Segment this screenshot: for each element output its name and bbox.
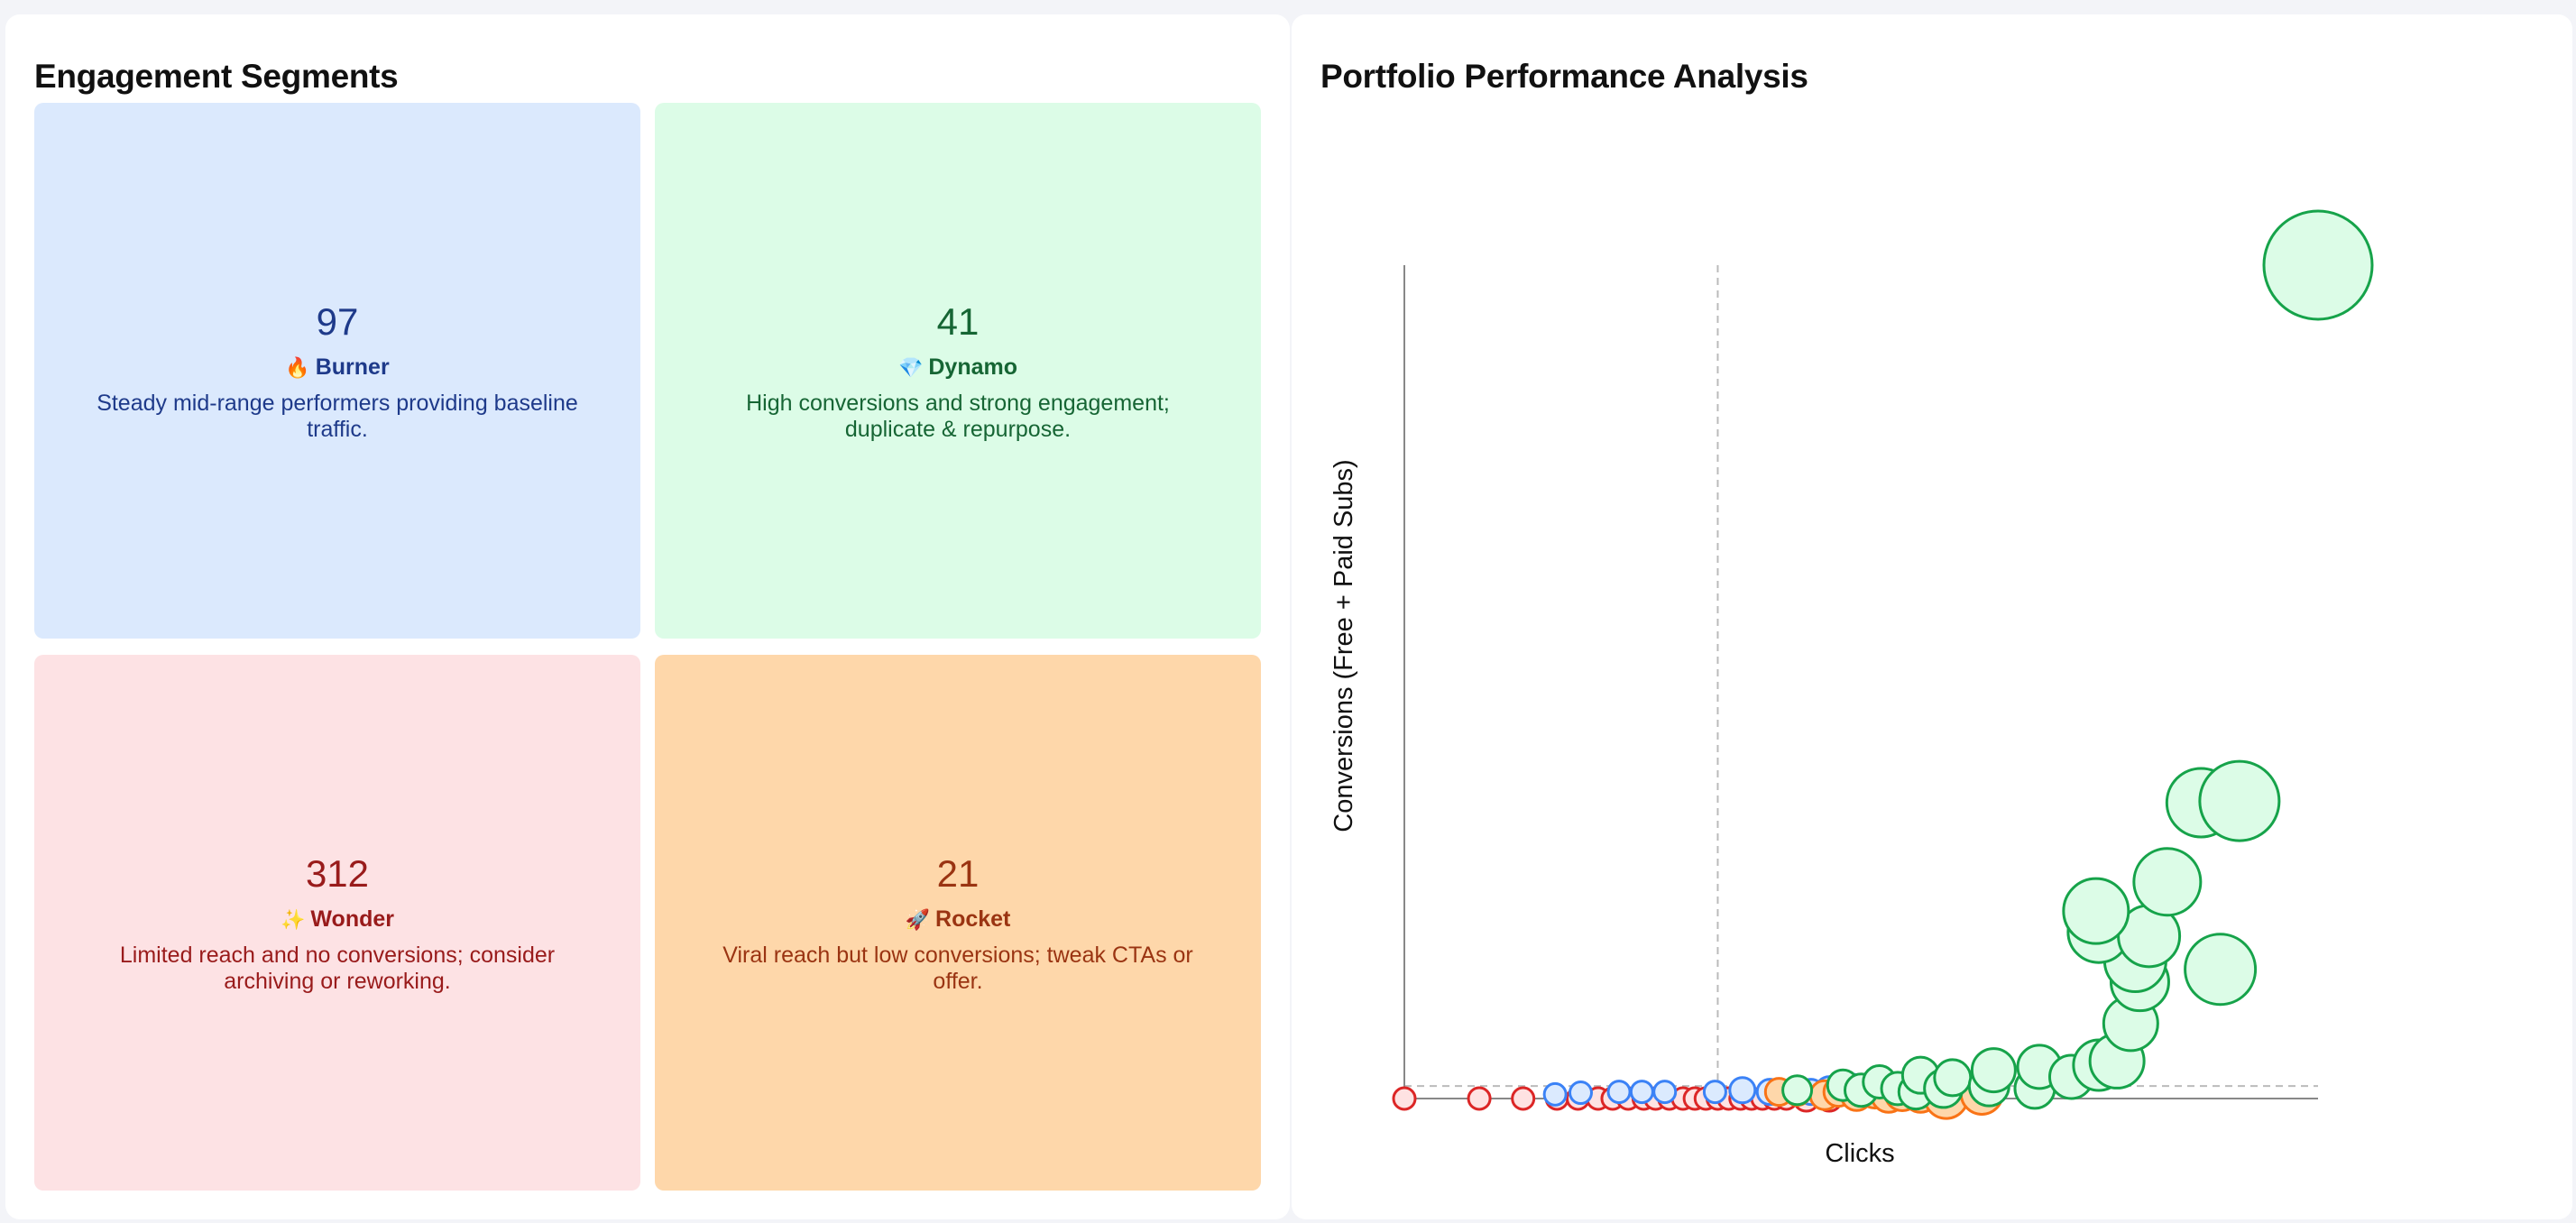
point-burner [1542, 1081, 1568, 1107]
point-wonder [1511, 1086, 1536, 1111]
point-dynamo [1933, 1058, 1973, 1098]
segment-name: Wonder [310, 906, 394, 932]
point-burner [1569, 1080, 1594, 1106]
segment-name: Dynamo [928, 354, 1018, 380]
point-burner [1629, 1080, 1654, 1105]
bubble-chart: Clicks Conversions (Free + Paid Subs) [1329, 209, 2374, 1168]
sparkles-icon: ✨ [281, 907, 306, 931]
point-burner [1702, 1080, 1727, 1105]
x-axis-title: Clicks [1825, 1139, 1894, 1168]
rocket-icon: 🚀 [905, 907, 931, 931]
point-burner [1606, 1080, 1632, 1105]
engagement-segments-panel: Engagement Segments 97 🔥 Burner Steady mi… [5, 14, 1290, 1219]
segment-count: 97 [316, 299, 359, 343]
point-burner [1652, 1080, 1678, 1105]
point-dynamo [2262, 209, 2374, 321]
y-axis-title: Conversions (Free + Paid Subs) [1329, 459, 1358, 832]
point-dynamo [2184, 933, 2258, 1007]
segment-description: Viral reach but low conversions; tweak C… [722, 942, 1193, 994]
point-wonder [1467, 1086, 1492, 1111]
point-dynamo [2062, 877, 2130, 945]
segment-description: High conversions and strong engagement; … [746, 390, 1170, 442]
point-dynamo [2132, 847, 2203, 917]
segment-name: Burner [315, 354, 390, 380]
point-wonder [1392, 1086, 1417, 1111]
segment-count: 41 [936, 299, 980, 343]
segment-card-wonder[interactable]: 312 ✨ Wonder Limited reach and no convers… [34, 655, 640, 1191]
segment-count: 21 [936, 851, 980, 895]
fire-icon: 🔥 [285, 355, 310, 379]
portfolio-chart-panel: Portfolio Performance Analysis Clicks Co… [1292, 14, 2572, 1219]
segment-count: 312 [305, 851, 370, 895]
point-dynamo [1781, 1074, 1814, 1107]
point-dynamo [1970, 1047, 2017, 1094]
segment-name: Rocket [935, 906, 1011, 932]
segment-card-rocket[interactable]: 21 🚀 Rocket Viral reach but low conversio… [655, 655, 1261, 1191]
segment-description: Steady mid-range performers providing ba… [97, 390, 578, 442]
chart-title: Portfolio Performance Analysis [1320, 58, 1808, 95]
segment-description: Limited reach and no conversions; consid… [119, 942, 556, 994]
point-burner [1728, 1076, 1757, 1105]
segment-card-burner[interactable]: 97 🔥 Burner Steady mid-range performers p… [34, 103, 640, 639]
gem-icon: 💎 [897, 355, 924, 379]
segment-card-dynamo[interactable]: 41 💎 Dynamo High conversions and strong e… [655, 103, 1261, 639]
point-dynamo [2198, 759, 2281, 842]
segments-title: Engagement Segments [34, 58, 399, 95]
